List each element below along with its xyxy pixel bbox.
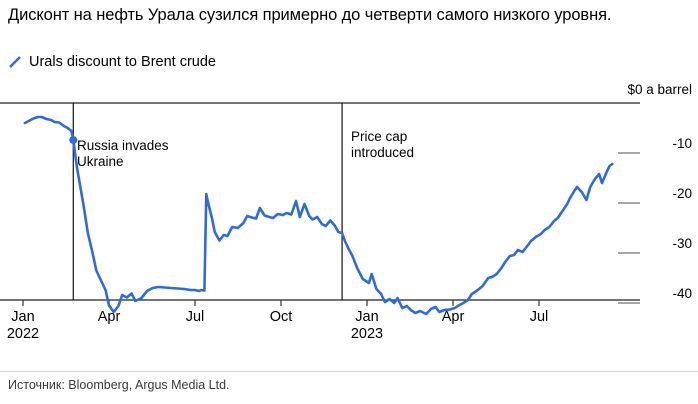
annotation-price-cap: Price cap introduced bbox=[351, 129, 415, 160]
x-axis-label-year: 2023 bbox=[350, 326, 384, 342]
x-axis-label-month: Apr bbox=[97, 309, 121, 325]
page-title: Дисконт на нефть Урала сузился примерно … bbox=[8, 6, 612, 24]
x-axis-label-year: 2022 bbox=[6, 326, 40, 342]
x-axis-label-5: Apr bbox=[442, 309, 465, 326]
x-axis-label-month: Jul bbox=[185, 309, 205, 325]
series-line-urals-discount bbox=[23, 115, 614, 316]
y-axis-label-1: -20 bbox=[672, 186, 692, 201]
x-axis-label-month: Jan bbox=[355, 309, 379, 325]
source-note: Источник: Bloomberg, Argus Media Ltd. bbox=[8, 378, 230, 392]
legend-label: Urals discount to Brent crude bbox=[29, 54, 216, 70]
annotation-russia-invades: Russia invades Ukraine bbox=[77, 138, 169, 169]
y-axis-label-3: -40 bbox=[672, 286, 692, 301]
x-axis-label-month: Jul bbox=[529, 309, 549, 325]
x-axis-label-2: Jul bbox=[186, 309, 205, 326]
annotation-marker-dot-0 bbox=[69, 136, 78, 144]
footer-divider bbox=[0, 371, 698, 372]
x-axis-label-month: Jan bbox=[11, 309, 35, 325]
x-axis-label-0: Jan 2022 bbox=[7, 309, 39, 343]
x-axis-label-6: Jul bbox=[530, 309, 549, 326]
slash-line-icon bbox=[8, 55, 22, 69]
y-axis-label-2: -30 bbox=[672, 236, 692, 251]
chart-legend: Urals discount to Brent crude bbox=[8, 54, 216, 70]
x-axis-label-4: Jan 2023 bbox=[351, 309, 383, 343]
x-axis-label-3: Oct bbox=[270, 309, 293, 326]
x-axis-label-month: Apr bbox=[441, 309, 465, 325]
x-axis-label-1: Apr bbox=[98, 309, 121, 326]
y-axis-label-0: -10 bbox=[672, 136, 692, 151]
x-axis-label-month: Oct bbox=[269, 309, 293, 325]
y-axis-units-label: $0 a barrel bbox=[627, 82, 692, 97]
